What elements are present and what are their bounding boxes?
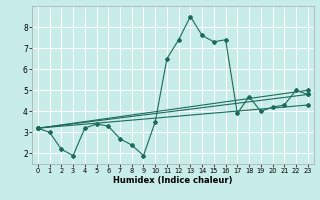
X-axis label: Humidex (Indice chaleur): Humidex (Indice chaleur) xyxy=(113,176,233,185)
